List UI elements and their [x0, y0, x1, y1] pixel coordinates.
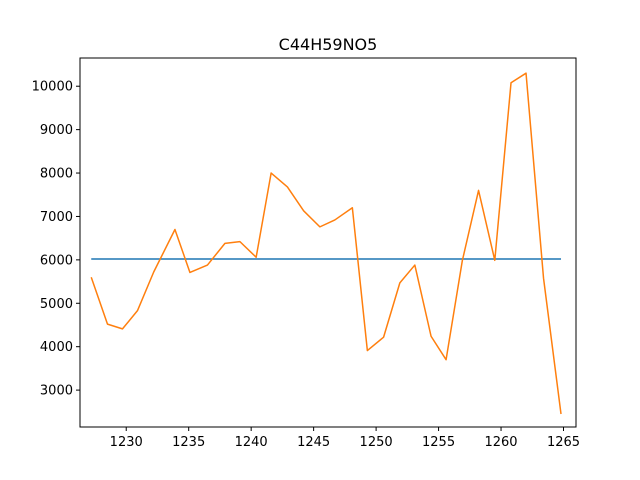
y-tick-label: 3000: [40, 384, 73, 399]
series-line-2: [90, 72, 562, 415]
x-tick-label: 1230: [110, 435, 143, 450]
y-axis: 3000 4000 5000 6000 7000 8000 9000 10000: [32, 80, 80, 399]
y-tick-label: 7000: [40, 210, 73, 225]
y-tick-label: 10000: [32, 80, 73, 95]
x-axis: 1230 1235 1240 1245 1250 1255 1260 1265: [110, 427, 580, 450]
y-tick-label: 5000: [40, 297, 73, 312]
chart-title: C44H59NO5: [279, 35, 378, 54]
x-tick-label: 1260: [484, 435, 517, 450]
x-tick-label: 1245: [297, 435, 330, 450]
x-tick-label: 1250: [360, 435, 393, 450]
y-tick-label: 9000: [40, 123, 73, 138]
x-tick-label: 1255: [422, 435, 455, 450]
axes-frame: [79, 57, 577, 428]
x-tick-label: 1265: [547, 435, 580, 450]
x-tick-label: 1240: [235, 435, 268, 450]
x-tick-label: 1235: [172, 435, 205, 450]
plot-area: [90, 72, 562, 415]
y-tick-label: 4000: [40, 340, 73, 355]
y-tick-label: 8000: [40, 167, 73, 182]
y-tick-label: 6000: [40, 253, 73, 268]
